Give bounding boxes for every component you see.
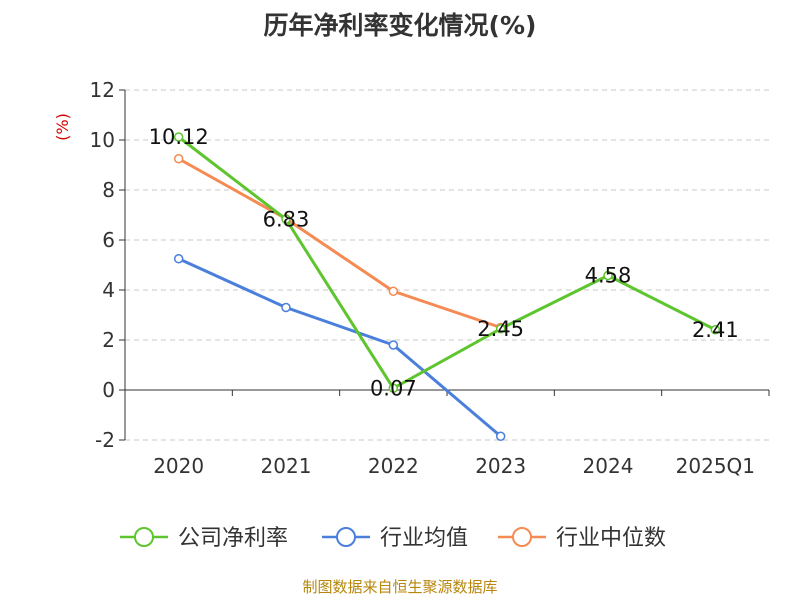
data-point — [495, 324, 506, 334]
data-point — [281, 214, 291, 224]
data-point — [710, 325, 721, 335]
data-point — [173, 254, 184, 264]
y-tick-label: 6 — [102, 228, 115, 252]
data-point — [173, 132, 184, 142]
source-footer: 制图数据来自恒生聚源数据库 — [302, 578, 498, 596]
data-label: 6.83 — [263, 207, 310, 231]
y-tick-label: 2 — [102, 328, 115, 352]
x-tick-label: 2025Q1 — [676, 454, 755, 478]
legend-marker — [134, 527, 154, 547]
legend-label: 行业均值 — [380, 526, 468, 551]
y-tick-label: 0 — [102, 378, 115, 402]
y-tick-label: 4 — [102, 278, 115, 302]
data-label: 10.12 — [149, 125, 209, 149]
legend-marker — [512, 527, 532, 547]
data-point — [173, 154, 184, 164]
data-label: 2.45 — [477, 317, 524, 341]
y-tick-label: 12 — [90, 78, 115, 102]
data-point — [603, 270, 613, 281]
y-tick-label: -2 — [95, 428, 115, 452]
data-label: 2.41 — [692, 318, 739, 342]
data-point — [388, 286, 399, 296]
data-point — [281, 302, 291, 313]
data-label: 4.58 — [585, 264, 632, 288]
legend-label: 公司净利率 — [178, 526, 288, 551]
data-point — [388, 383, 399, 393]
y-tick-label: 10 — [90, 128, 115, 152]
series-line — [178, 257, 502, 438]
data-label: 0.07 — [370, 376, 417, 400]
data-point — [388, 340, 399, 350]
x-tick-label: 2023 — [475, 454, 526, 478]
series-line — [177, 135, 717, 390]
y-tick-label: 8 — [102, 178, 115, 202]
x-tick-label: 2020 — [153, 454, 204, 478]
y-axis-label: (%) — [53, 113, 72, 141]
series-line — [177, 157, 502, 329]
chart-title: 历年净利率变化情况(%) — [263, 11, 537, 40]
x-tick-label: 2024 — [583, 454, 634, 478]
legend-label: 行业中位数 — [556, 526, 666, 551]
data-point — [495, 431, 506, 441]
legend-marker — [336, 527, 356, 547]
x-tick-label: 2022 — [368, 454, 419, 478]
x-tick-label: 2021 — [261, 454, 312, 478]
